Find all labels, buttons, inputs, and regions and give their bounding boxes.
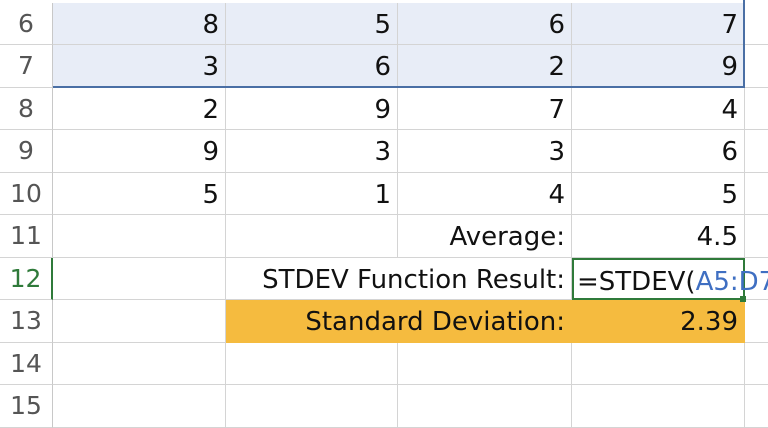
sheet-row: 14 [0, 342, 768, 385]
row-header[interactable]: 15 [0, 385, 53, 428]
cell-value: 7 [721, 9, 738, 40]
cell[interactable]: 4 [398, 172, 572, 215]
sheet-row: 11 Average: 4.5 [0, 215, 768, 258]
cell[interactable]: 8 [53, 2, 226, 45]
row-header[interactable]: 12 [0, 257, 53, 300]
cell[interactable]: 1 [226, 172, 398, 215]
cell[interactable]: 3 [53, 45, 226, 88]
fill-handle[interactable] [740, 296, 746, 302]
cell-value: 2.39 [680, 307, 738, 337]
cell[interactable]: 2.39 [572, 300, 745, 343]
cell-value: 5 [202, 179, 219, 210]
cell-value: 1 [374, 179, 391, 210]
cell-value: 6 [548, 9, 565, 40]
cell[interactable]: 5 [53, 172, 226, 215]
cell[interactable] [53, 342, 226, 385]
cell[interactable] [745, 343, 768, 385]
cell-value: 3 [202, 52, 219, 82]
cell[interactable] [53, 257, 226, 300]
cell[interactable] [745, 385, 768, 428]
sheet-row: 13 Standard Deviation: 2.39 [0, 300, 768, 343]
sheet-row: 9 9 3 3 6 [0, 130, 768, 173]
sheet-row: 6 8 5 6 7 [0, 2, 768, 45]
cell[interactable] [745, 300, 768, 343]
cell-value: 9 [721, 52, 738, 82]
row-header[interactable]: 7 [0, 45, 53, 88]
cell[interactable] [53, 385, 226, 428]
cell-value: 5 [721, 179, 738, 210]
row-header[interactable]: 11 [0, 215, 53, 258]
cell-value: 7 [548, 94, 565, 125]
cell[interactable] [745, 130, 768, 173]
cell[interactable]: 3 [226, 130, 398, 173]
cell[interactable]: STDEV Function Result: [226, 257, 572, 300]
cell-value: 4 [548, 179, 565, 210]
row-header[interactable]: 10 [0, 172, 53, 215]
cell[interactable] [745, 88, 768, 130]
formula-range: A5:D7 [695, 266, 768, 297]
cell[interactable] [226, 215, 398, 258]
row-header[interactable]: 6 [0, 2, 53, 45]
cell-value: 9 [202, 137, 219, 167]
cell[interactable] [398, 385, 572, 428]
cell[interactable]: 6 [398, 2, 572, 45]
cell[interactable] [572, 385, 745, 428]
cell[interactable]: 7 [398, 87, 572, 130]
row-header[interactable]: 14 [0, 342, 53, 385]
row-header[interactable]: 13 [0, 300, 53, 343]
cell[interactable] [745, 258, 768, 300]
cell-value: 3 [374, 137, 391, 167]
cell[interactable]: 4 [572, 87, 745, 130]
active-cell-formula[interactable]: =STDEV(A5:D7) [572, 257, 768, 300]
cell[interactable] [53, 300, 226, 343]
cell[interactable] [572, 342, 745, 385]
cell-value: STDEV Function Result: [262, 264, 565, 295]
cell-value: 9 [374, 94, 391, 125]
cell[interactable]: 9 [572, 45, 745, 88]
cell-value: Average: [449, 222, 565, 252]
cell[interactable]: 9 [226, 87, 398, 130]
row-header[interactable]: 9 [0, 130, 53, 173]
cell[interactable]: 4.5 [572, 215, 745, 258]
cell[interactable]: 9 [53, 130, 226, 173]
cell[interactable] [745, 3, 768, 45]
cell-value: 6 [721, 137, 738, 167]
cell[interactable]: 2 [398, 45, 572, 88]
cell[interactable]: Average: [398, 215, 572, 258]
cell[interactable] [745, 215, 768, 258]
sheet-row: 15 [0, 385, 768, 428]
cell-value: 3 [548, 137, 565, 167]
cell[interactable]: 5 [572, 172, 745, 215]
cell[interactable]: 5 [226, 2, 398, 45]
cell[interactable]: 6 [572, 130, 745, 173]
cell-value: 4 [721, 94, 738, 125]
cell-value: Standard Deviation: [305, 307, 565, 337]
cell-value: 4.5 [696, 222, 738, 252]
cell[interactable]: 6 [226, 45, 398, 88]
cell[interactable]: 3 [398, 130, 572, 173]
cell-value: 6 [374, 52, 391, 82]
cell[interactable] [745, 45, 768, 88]
sheet-row: 8 2 9 7 4 [0, 87, 768, 130]
sheet-row: 12 STDEV Function Result:=STDEV(A5:D7) [0, 257, 768, 300]
cell[interactable]: Standard Deviation: [226, 300, 572, 343]
cell-value: 2 [202, 94, 219, 125]
cell-value: 2 [548, 52, 565, 82]
row-header[interactable]: 8 [0, 87, 53, 130]
cell[interactable] [53, 215, 226, 258]
sheet-row: 10 5 1 4 5 [0, 172, 768, 215]
cell[interactable] [398, 342, 572, 385]
cell[interactable] [226, 385, 398, 428]
cell[interactable]: 7 [572, 2, 745, 45]
formula-prefix: =STDEV( [577, 266, 696, 297]
cell[interactable] [226, 342, 398, 385]
cell[interactable] [745, 173, 768, 215]
cell-value: 5 [374, 9, 391, 40]
sheet-row: 7 3 6 2 9 [0, 45, 768, 88]
cell-value: 8 [202, 9, 219, 40]
cell[interactable]: 2 [53, 87, 226, 130]
